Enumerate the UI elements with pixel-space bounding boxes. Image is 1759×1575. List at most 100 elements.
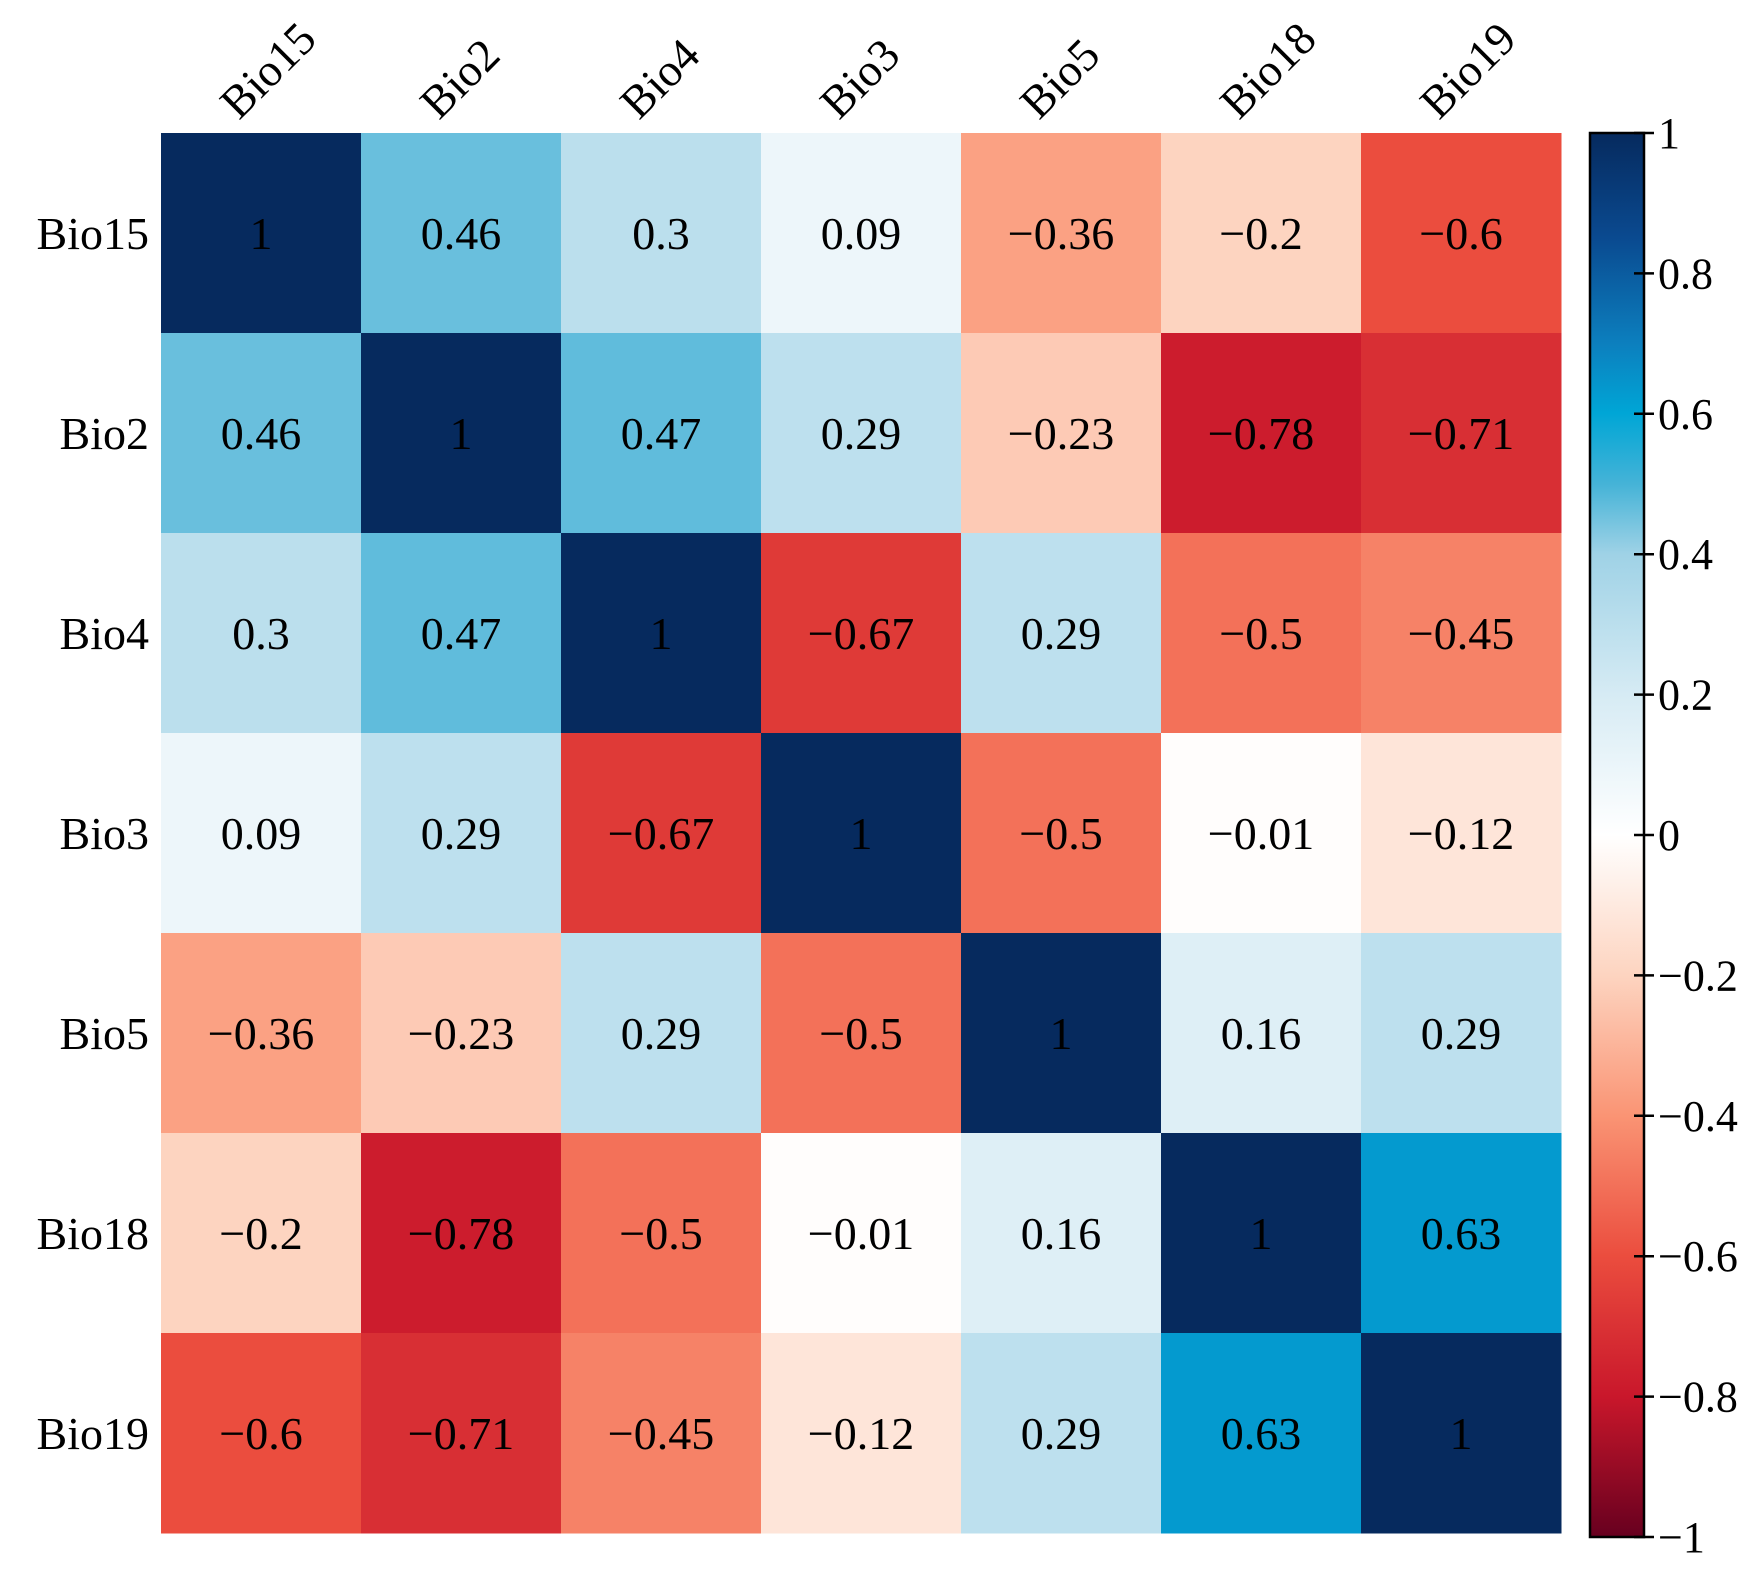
heatmap-cell — [561, 1133, 762, 1334]
cell-value-label: −0.78 — [408, 1208, 514, 1259]
heatmap-cell — [961, 1133, 1162, 1334]
column-label: Bio5 — [1010, 29, 1109, 128]
heatmap-cell — [361, 533, 562, 734]
cell-value-label: −0.67 — [608, 808, 714, 859]
heatmap-cell — [161, 1133, 362, 1334]
heatmap-cell-labels: 1 0.46 0.3 0.09 −0.36 −0.2 −0.6 0.46 1 0.47 0.29 −0… — [208, 208, 1514, 1459]
cell-value-label: 0.09 — [221, 808, 302, 859]
heatmap-cell — [761, 733, 962, 934]
cell-value-label: 0.29 — [1021, 608, 1102, 659]
colorbar-tick-label: −0.2 — [1658, 951, 1738, 1000]
colorbar-tick-label: 0.2 — [1658, 671, 1713, 720]
heatmap-cell — [361, 733, 562, 934]
heatmap-cell — [961, 533, 1162, 734]
cell-value-label: 0.47 — [421, 608, 502, 659]
cell-value-label: −0.36 — [1008, 208, 1114, 259]
heatmap-cell — [561, 133, 762, 334]
row-label: Bio2 — [60, 408, 149, 459]
row-label: Bio18 — [37, 1208, 149, 1259]
heatmap-cell — [1361, 533, 1562, 734]
heatmap-cell — [1161, 1333, 1362, 1534]
cell-value-label: −0.5 — [1219, 608, 1302, 659]
cell-value-label: −0.01 — [1208, 808, 1314, 859]
heatmap-cell — [561, 933, 762, 1134]
cell-value-label: −0.12 — [808, 1408, 914, 1459]
row-label: Bio3 — [60, 808, 149, 859]
column-label: Bio4 — [610, 29, 709, 128]
colorbar-tick-label: −0.4 — [1658, 1092, 1738, 1141]
heatmap-cell — [961, 733, 1162, 934]
cell-value-label: −0.71 — [1408, 408, 1514, 459]
colorbar: 1 0.8 0.6 0.4 0.2 0 −0.2 −0.4 −0.6 −0.8 −1 — [1588, 109, 1738, 1562]
heatmap-cell — [961, 133, 1162, 334]
heatmap-cell — [1361, 1333, 1562, 1534]
colorbar-tick-label: 0.4 — [1658, 530, 1713, 579]
heatmap-cell — [361, 1333, 562, 1534]
heatmap-cell — [961, 933, 1162, 1134]
heatmap-cell — [1361, 1133, 1562, 1334]
column-label: Bio2 — [410, 29, 509, 128]
colorbar-tick-label: −1 — [1658, 1513, 1705, 1562]
heatmap-cell — [761, 1133, 962, 1334]
heatmap-cell — [761, 933, 962, 1134]
cell-value-label: −0.71 — [408, 1408, 514, 1459]
cell-value-label: 0.3 — [632, 208, 690, 259]
cell-value-label: −0.01 — [808, 1208, 914, 1259]
cell-value-label: −0.36 — [208, 1008, 314, 1059]
colorbar-tick-label: 0.6 — [1658, 390, 1713, 439]
heatmap-cell — [161, 333, 362, 534]
cell-value-label: 0.29 — [421, 808, 502, 859]
heatmap-cell — [361, 333, 562, 534]
cell-value-label: 0.29 — [1021, 1408, 1102, 1459]
cell-value-label: −0.6 — [1419, 208, 1502, 259]
cell-value-label: 0.46 — [221, 408, 302, 459]
cell-value-label: −0.6 — [219, 1408, 302, 1459]
heatmap-cell — [961, 333, 1162, 534]
heatmap-cell — [561, 533, 762, 734]
cell-value-label: 0.29 — [1421, 1008, 1502, 1059]
heatmap-cell — [1161, 133, 1362, 334]
heatmap-cell — [561, 733, 762, 934]
cell-value-label: 1 — [1250, 1208, 1273, 1259]
colorbar-tick-label: −0.6 — [1658, 1232, 1738, 1281]
cell-value-label: 1 — [1050, 1008, 1073, 1059]
heatmap-cell — [161, 133, 362, 334]
heatmap-cell — [561, 1333, 762, 1534]
cell-value-label: −0.12 — [1408, 808, 1514, 859]
heatmap-cell — [1361, 333, 1562, 534]
cell-value-label: −0.78 — [1208, 408, 1314, 459]
row-labels: Bio15 Bio2 Bio4 Bio3 Bio5 Bio18 Bio19 — [37, 208, 149, 1459]
cell-value-label: −0.2 — [1219, 208, 1302, 259]
cell-value-label: 0.09 — [821, 208, 902, 259]
cell-value-label: 0.46 — [421, 208, 502, 259]
heatmap-cell — [361, 133, 562, 334]
cell-value-label: −0.67 — [808, 608, 914, 659]
heatmap-cell — [1161, 533, 1362, 734]
cell-value-label: 1 — [1450, 1408, 1473, 1459]
heatmap-cell — [761, 133, 962, 334]
row-label: Bio4 — [60, 608, 149, 659]
heatmap-cell — [161, 533, 362, 734]
heatmap-cell — [1161, 333, 1362, 534]
heatmap-cell — [161, 1333, 362, 1534]
cell-value-label: 1 — [250, 208, 273, 259]
column-labels: Bio15 Bio2 Bio4 Bio3 Bio5 Bio18 Bio19 — [210, 12, 1526, 128]
row-label: Bio15 — [37, 208, 149, 259]
heatmap-cells — [161, 133, 1562, 1534]
row-label: Bio19 — [37, 1408, 149, 1459]
cell-value-label: −0.5 — [1019, 808, 1102, 859]
cell-value-label: 0.63 — [1221, 1408, 1302, 1459]
heatmap-cell — [1361, 133, 1562, 334]
column-label: Bio15 — [210, 12, 326, 128]
colorbar-tick-label: 1 — [1658, 109, 1680, 158]
cell-value-label: −0.45 — [608, 1408, 714, 1459]
cell-value-label: −0.5 — [619, 1208, 702, 1259]
row-label: Bio5 — [60, 1008, 149, 1059]
column-label: Bio19 — [1410, 12, 1526, 128]
cell-value-label: −0.2 — [219, 1208, 302, 1259]
heatmap-cell — [1161, 1133, 1362, 1334]
cell-value-label: −0.5 — [819, 1008, 902, 1059]
cell-value-label: −0.23 — [1008, 408, 1114, 459]
heatmap-cell — [961, 1333, 1162, 1534]
cell-value-label: 0.63 — [1421, 1208, 1502, 1259]
